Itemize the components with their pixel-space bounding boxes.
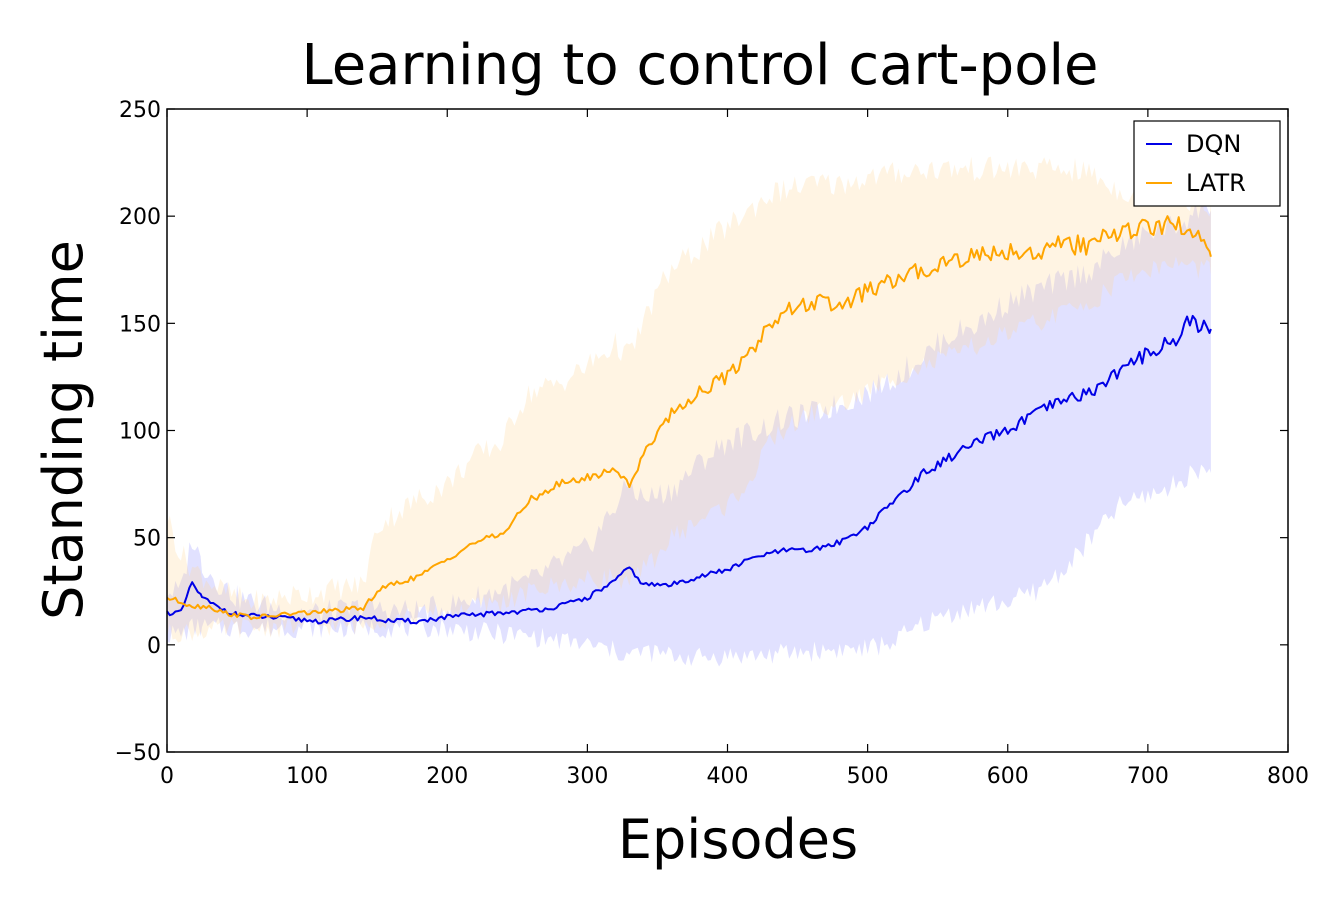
chart-title: Learning to control cart-pole <box>302 33 1099 98</box>
y-tick-label: −50 <box>115 741 161 766</box>
confidence-bands <box>167 156 1211 667</box>
line-dqn <box>166 314 1212 625</box>
x-tick-label: 500 <box>847 764 889 789</box>
x-tick-label: 0 <box>160 764 174 789</box>
x-axis-ticks: 0 100 200 300 400 500 600 700 800 <box>160 109 1309 789</box>
y-tick-label: 200 <box>119 205 161 230</box>
x-tick-label: 400 <box>707 764 749 789</box>
legend-label-latr: LATR <box>1186 169 1246 197</box>
legend-label-dqn: DQN <box>1186 130 1241 158</box>
y-axis-label: Standing time <box>32 240 95 620</box>
line-latr <box>166 215 1212 621</box>
legend: DQN LATR <box>1133 120 1281 207</box>
series-lines <box>166 215 1212 625</box>
x-tick-label: 300 <box>566 764 608 789</box>
x-axis-label: Episodes <box>618 808 858 871</box>
x-tick-label: 100 <box>286 764 328 789</box>
x-tick-label: 600 <box>987 764 1029 789</box>
y-tick-label: 100 <box>119 420 161 445</box>
band-dqn <box>167 197 1211 667</box>
y-axis-ticks: −50 0 50 100 150 200 250 <box>115 98 1288 766</box>
y-tick-label: 150 <box>119 312 161 337</box>
legend-frame <box>1133 120 1281 207</box>
y-tick-label: 250 <box>119 98 161 123</box>
x-tick-label: 700 <box>1127 764 1169 789</box>
x-tick-label: 800 <box>1267 764 1309 789</box>
y-tick-label: 50 <box>133 527 161 552</box>
y-tick-label: 0 <box>147 634 161 659</box>
x-tick-label: 200 <box>426 764 468 789</box>
